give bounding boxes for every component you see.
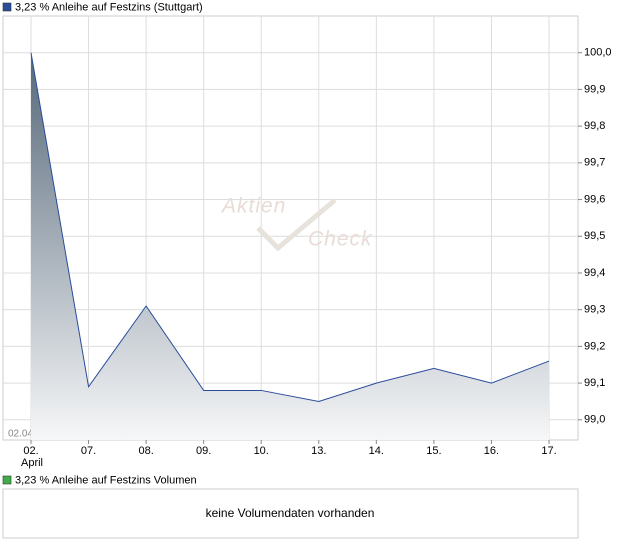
x-tick-label: 02.	[23, 445, 38, 457]
y-tick-label: 99,1	[584, 377, 605, 389]
x-tick-label: 16.	[484, 445, 499, 457]
volume-message: keine Volumendaten vorhanden	[206, 506, 375, 520]
line	[30, 52, 550, 402]
y-tick-label: 99,2	[584, 340, 605, 352]
volume-panel	[2, 488, 579, 539]
x-tick-label: 14.	[369, 445, 384, 457]
y-tick-label: 99,9	[584, 83, 605, 95]
y-tick-label: 99,3	[584, 304, 605, 316]
watermark: Check	[308, 228, 373, 251]
legend-label: 3,23 % Anleihe auf Festzins (Stuttgart)	[15, 1, 203, 13]
plot-area	[2, 15, 579, 441]
area	[31, 52, 549, 440]
x-tick-label: 09.	[196, 445, 211, 457]
y-tick-label: 99,6	[584, 193, 605, 205]
legend-label: 3,23 % Anleihe auf Festzins Volumen	[15, 474, 197, 486]
y-tick-label: 99,8	[584, 120, 605, 132]
y-tick-label: 99,0	[584, 414, 605, 426]
x-tick-label: 10.	[254, 445, 269, 457]
y-tick-label: 99,7	[584, 157, 605, 169]
y-tick-label: 100,0	[584, 47, 612, 59]
x-tick-label: 17.	[541, 445, 556, 457]
x-sublabel: April	[21, 457, 43, 469]
watermark-check	[256, 198, 337, 252]
grid	[3, 16, 578, 440]
x-tick-label: 13.	[311, 445, 326, 457]
legend-swatch	[2, 475, 12, 485]
x-tick-label: 08.	[138, 445, 153, 457]
y-tick-label: 99,4	[584, 267, 605, 279]
watermark: Aktien	[220, 195, 286, 218]
legend-swatch	[2, 2, 12, 12]
y-tick-label: 99,5	[584, 230, 605, 242]
x-tick-label: 15.	[426, 445, 441, 457]
x-tick-label: 07.	[81, 445, 96, 457]
